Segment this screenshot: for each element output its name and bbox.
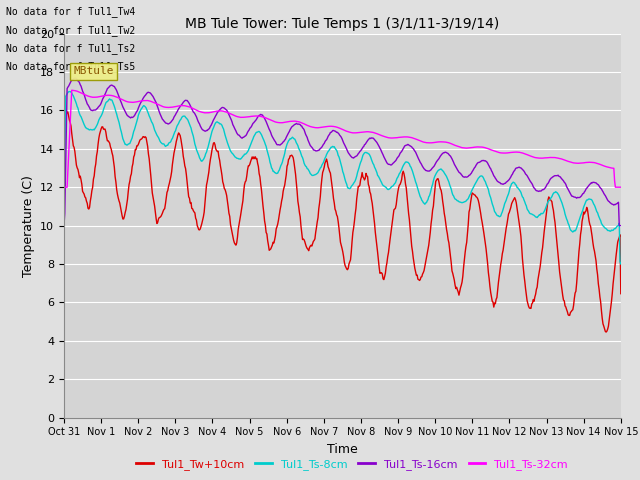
Tul1_Ts-8cm bbox=[617, 261, 625, 267]
Tul1_Ts-8cm bbox=[214, 120, 222, 125]
Tul1_Ts-32cm bbox=[428, 140, 435, 146]
Tul1_Tw+10cm bbox=[428, 221, 435, 227]
Tul1_Ts-16cm bbox=[214, 109, 222, 115]
Line: Tul1_Ts-8cm: Tul1_Ts-8cm bbox=[64, 92, 621, 264]
Text: No data for f Tul1_Tw2: No data for f Tul1_Tw2 bbox=[6, 24, 136, 36]
Tul1_Ts-16cm bbox=[128, 115, 136, 120]
Line: Tul1_Ts-32cm: Tul1_Ts-32cm bbox=[64, 90, 621, 187]
Tul1_Tw+10cm bbox=[602, 329, 610, 335]
Tul1_Ts-8cm bbox=[60, 223, 68, 229]
Text: No data for f Tul1_Ts2: No data for f Tul1_Ts2 bbox=[6, 43, 136, 54]
Tul1_Ts-32cm bbox=[617, 184, 625, 190]
Tul1_Ts-16cm bbox=[428, 167, 435, 173]
Tul1_Ts-32cm bbox=[60, 184, 68, 190]
Line: Tul1_Tw+10cm: Tul1_Tw+10cm bbox=[64, 112, 621, 332]
Y-axis label: Temperature (C): Temperature (C) bbox=[22, 175, 35, 276]
Tul1_Tw+10cm bbox=[185, 194, 193, 200]
Tul1_Ts-8cm bbox=[67, 89, 74, 95]
X-axis label: Time: Time bbox=[327, 443, 358, 456]
Tul1_Ts-8cm bbox=[185, 119, 193, 125]
Tul1_Ts-8cm bbox=[71, 96, 79, 102]
Tul1_Ts-8cm bbox=[411, 176, 419, 182]
Text: No data for f Tul1_Tw4: No data for f Tul1_Tw4 bbox=[6, 6, 136, 17]
Tul1_Tw+10cm bbox=[214, 148, 222, 154]
Line: Tul1_Ts-16cm: Tul1_Ts-16cm bbox=[64, 78, 621, 226]
Tul1_Tw+10cm bbox=[63, 109, 71, 115]
Tul1_Tw+10cm bbox=[60, 216, 68, 222]
Tul1_Ts-32cm bbox=[214, 108, 222, 114]
Text: MBtule: MBtule bbox=[74, 66, 114, 76]
Title: MB Tule Tower: Tule Temps 1 (3/1/11-3/19/14): MB Tule Tower: Tule Temps 1 (3/1/11-3/19… bbox=[185, 17, 500, 31]
Text: No data for f Tul1_Ts5: No data for f Tul1_Ts5 bbox=[6, 61, 136, 72]
Tul1_Ts-32cm bbox=[411, 136, 419, 142]
Tul1_Ts-16cm bbox=[185, 100, 193, 106]
Tul1_Ts-16cm bbox=[60, 223, 68, 228]
Tul1_Ts-16cm bbox=[72, 75, 79, 81]
Tul1_Ts-32cm bbox=[68, 87, 76, 93]
Legend: Tul1_Tw+10cm, Tul1_Ts-8cm, Tul1_Ts-16cm, Tul1_Ts-32cm: Tul1_Tw+10cm, Tul1_Ts-8cm, Tul1_Ts-16cm,… bbox=[132, 455, 572, 474]
Tul1_Ts-16cm bbox=[617, 223, 625, 228]
Tul1_Tw+10cm bbox=[411, 265, 419, 271]
Tul1_Ts-32cm bbox=[128, 99, 136, 105]
Tul1_Ts-32cm bbox=[185, 104, 193, 109]
Tul1_Ts-16cm bbox=[70, 75, 78, 81]
Tul1_Tw+10cm bbox=[128, 164, 136, 170]
Tul1_Ts-8cm bbox=[428, 187, 435, 193]
Tul1_Tw+10cm bbox=[71, 148, 79, 154]
Tul1_Tw+10cm bbox=[617, 291, 625, 297]
Tul1_Ts-32cm bbox=[71, 88, 79, 94]
Tul1_Ts-16cm bbox=[411, 148, 419, 154]
Tul1_Ts-8cm bbox=[128, 135, 136, 141]
